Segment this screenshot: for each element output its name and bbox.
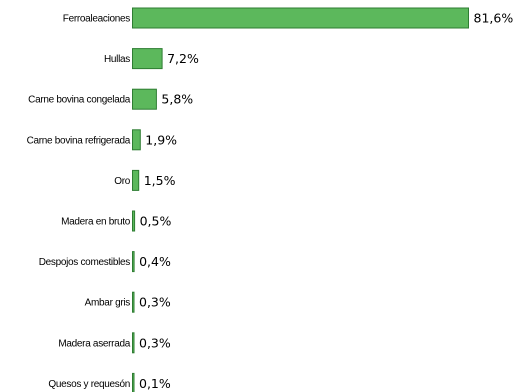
value-label: 0,5% [140, 214, 172, 229]
category-label: Ferroaleaciones [63, 14, 131, 25]
bar [132, 129, 141, 151]
bar [132, 169, 140, 191]
value-label: 5,8% [161, 92, 193, 107]
value-label: 1,9% [145, 132, 177, 147]
value-label: 7,2% [167, 51, 199, 66]
bar [132, 88, 157, 110]
category-label: Madera aserrada [58, 338, 130, 349]
bar [132, 210, 136, 232]
category-label: Carne bovina congelada [28, 95, 131, 106]
category-label: Madera en bruto [61, 217, 131, 228]
category-label: Despojos comestibles [39, 257, 131, 268]
value-labels-group: 81,6% 7,2% 5,8% 1,9% 1,5% 0,5% 0,4% 0,3% 0,3% 0,1… [139, 11, 513, 391]
bar [132, 372, 135, 392]
bar [132, 291, 135, 313]
bar [132, 48, 163, 70]
category-label: Carne bovina refrigerada [27, 135, 131, 146]
bar [132, 7, 469, 29]
value-label: 0,3% [139, 335, 171, 350]
category-labels-group: Ferroaleaciones Hullas Carne bovina congel… [27, 14, 131, 390]
bar [132, 332, 135, 354]
value-label: 0,3% [139, 295, 171, 310]
value-label: 0,1% [139, 376, 171, 391]
category-label: Oro [114, 176, 131, 187]
value-label: 0,4% [139, 254, 171, 269]
category-label: Hullas [104, 54, 130, 65]
value-label: 1,5% [144, 173, 176, 188]
bars-group [132, 7, 469, 392]
value-label: 81,6% [474, 11, 513, 26]
category-label: Ambar gris [85, 298, 131, 309]
category-label: Quesos y requesón [48, 379, 130, 390]
bar [132, 251, 135, 273]
